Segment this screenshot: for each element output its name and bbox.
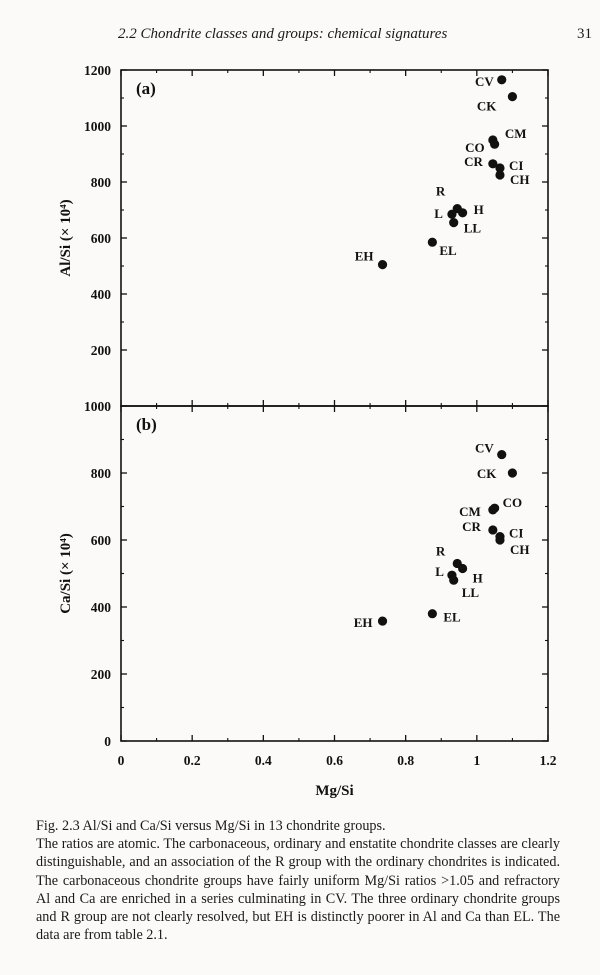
point-label-h-a: H xyxy=(474,202,484,217)
y-axis-title-a: Al/Si (× 10⁴) xyxy=(58,199,74,276)
x-tick-label: 0 xyxy=(118,753,125,768)
y-tick-label-b: 800 xyxy=(91,466,112,481)
x-tick-label: 1 xyxy=(473,753,480,768)
y-tick-label-a: 1200 xyxy=(84,63,111,78)
point-label-cm-b: CM xyxy=(459,504,481,519)
y-tick-label-b: 600 xyxy=(91,533,112,548)
plot-frame-a xyxy=(120,69,549,407)
point-label-r-a: R xyxy=(436,184,446,199)
data-point-ck-a xyxy=(507,92,518,102)
y-tick-label-a: 400 xyxy=(91,287,112,302)
data-point-cv-a xyxy=(497,75,507,85)
x-tick-label: 0.2 xyxy=(184,753,201,768)
y-axis-title-b: Ca/Si (× 10⁴) xyxy=(58,533,74,614)
data-point-h-b xyxy=(458,563,468,574)
data-point-cm-b xyxy=(488,505,498,515)
x-tick-label: 0.8 xyxy=(397,753,414,768)
data-point-h-a xyxy=(458,208,468,218)
data-point-el-a xyxy=(427,237,437,247)
point-label-eh-b: EH xyxy=(354,615,373,630)
x-tick-label: 1.2 xyxy=(540,753,557,768)
panel-label-a: (a) xyxy=(136,79,156,98)
point-label-co-b: CO xyxy=(503,495,523,510)
data-point-ll-b xyxy=(449,575,459,585)
y-tick-label-a: 1000 xyxy=(84,119,111,134)
x-tick-label: 0.6 xyxy=(326,753,343,768)
plot-frame-b xyxy=(120,405,549,742)
data-point-l-a xyxy=(447,209,457,219)
y-tick-label-b: 0 xyxy=(104,734,111,749)
point-label-l-a: L xyxy=(434,206,443,221)
running-head: 2.2 Chondrite classes and groups: chemic… xyxy=(0,26,600,48)
data-point-ll-a xyxy=(449,218,459,228)
data-point-el-b xyxy=(427,609,437,619)
point-label-cv-a: CV xyxy=(475,74,494,89)
data-point-ch-b xyxy=(495,535,505,545)
point-label-ll-b: LL xyxy=(462,585,480,600)
point-label-el-a: EL xyxy=(439,243,457,258)
data-point-co-a xyxy=(490,139,500,149)
data-point-eh-b xyxy=(377,616,388,626)
point-label-ci-a: CI xyxy=(509,158,523,173)
data-point-ch-a xyxy=(495,170,505,180)
point-label-el-b: EL xyxy=(443,610,461,625)
x-tick-label: 0.4 xyxy=(255,753,272,768)
point-label-ch-b: CH xyxy=(510,542,530,557)
data-point-ck-b xyxy=(507,468,518,478)
y-tick-label-a: 200 xyxy=(91,343,112,358)
point-label-ck-a: CK xyxy=(477,99,497,114)
y-tick-label-b: 1000 xyxy=(84,399,111,414)
caption-title: Fig. 2.3 Al/Si and Ca/Si versus Mg/Si in… xyxy=(36,818,386,834)
y-tick-label-b: 400 xyxy=(91,600,112,615)
data-point-cr-a xyxy=(488,159,498,169)
data-point-cv-b xyxy=(497,449,507,460)
y-tick-label-a: 800 xyxy=(91,175,112,190)
point-label-cr-a: CR xyxy=(464,154,483,169)
y-tick-label-a: 600 xyxy=(91,231,112,246)
data-point-eh-a xyxy=(377,260,388,270)
point-label-cm-a: CM xyxy=(505,126,527,141)
data-point-ci-a xyxy=(495,163,505,173)
point-label-ll-a: LL xyxy=(464,221,482,236)
figure-caption: Fig. 2.3 Al/Si and Ca/Si versus Mg/Si in… xyxy=(36,817,560,944)
point-label-cv-b: CV xyxy=(475,441,494,456)
point-label-ci-b: CI xyxy=(509,526,523,541)
point-label-r-b: R xyxy=(436,543,446,558)
point-label-cr-b: CR xyxy=(462,519,481,534)
running-title: 2.2 Chondrite classes and groups: chemic… xyxy=(118,26,448,42)
data-point-cr-b xyxy=(488,525,498,535)
x-axis-title: Mg/Si xyxy=(315,783,353,799)
page-number: 31 xyxy=(577,26,592,42)
y-tick-label-b: 200 xyxy=(91,667,112,682)
caption-body: The ratios are atomic. The carbonaceous,… xyxy=(36,836,560,944)
point-label-eh-a: EH xyxy=(355,249,374,264)
point-label-ck-b: CK xyxy=(477,466,497,481)
point-label-l-b: L xyxy=(435,564,444,579)
point-label-h-b: H xyxy=(473,570,483,585)
panel-label-b: (b) xyxy=(136,415,157,434)
point-label-ch-a: CH xyxy=(510,172,530,187)
point-label-co-a: CO xyxy=(465,140,485,155)
